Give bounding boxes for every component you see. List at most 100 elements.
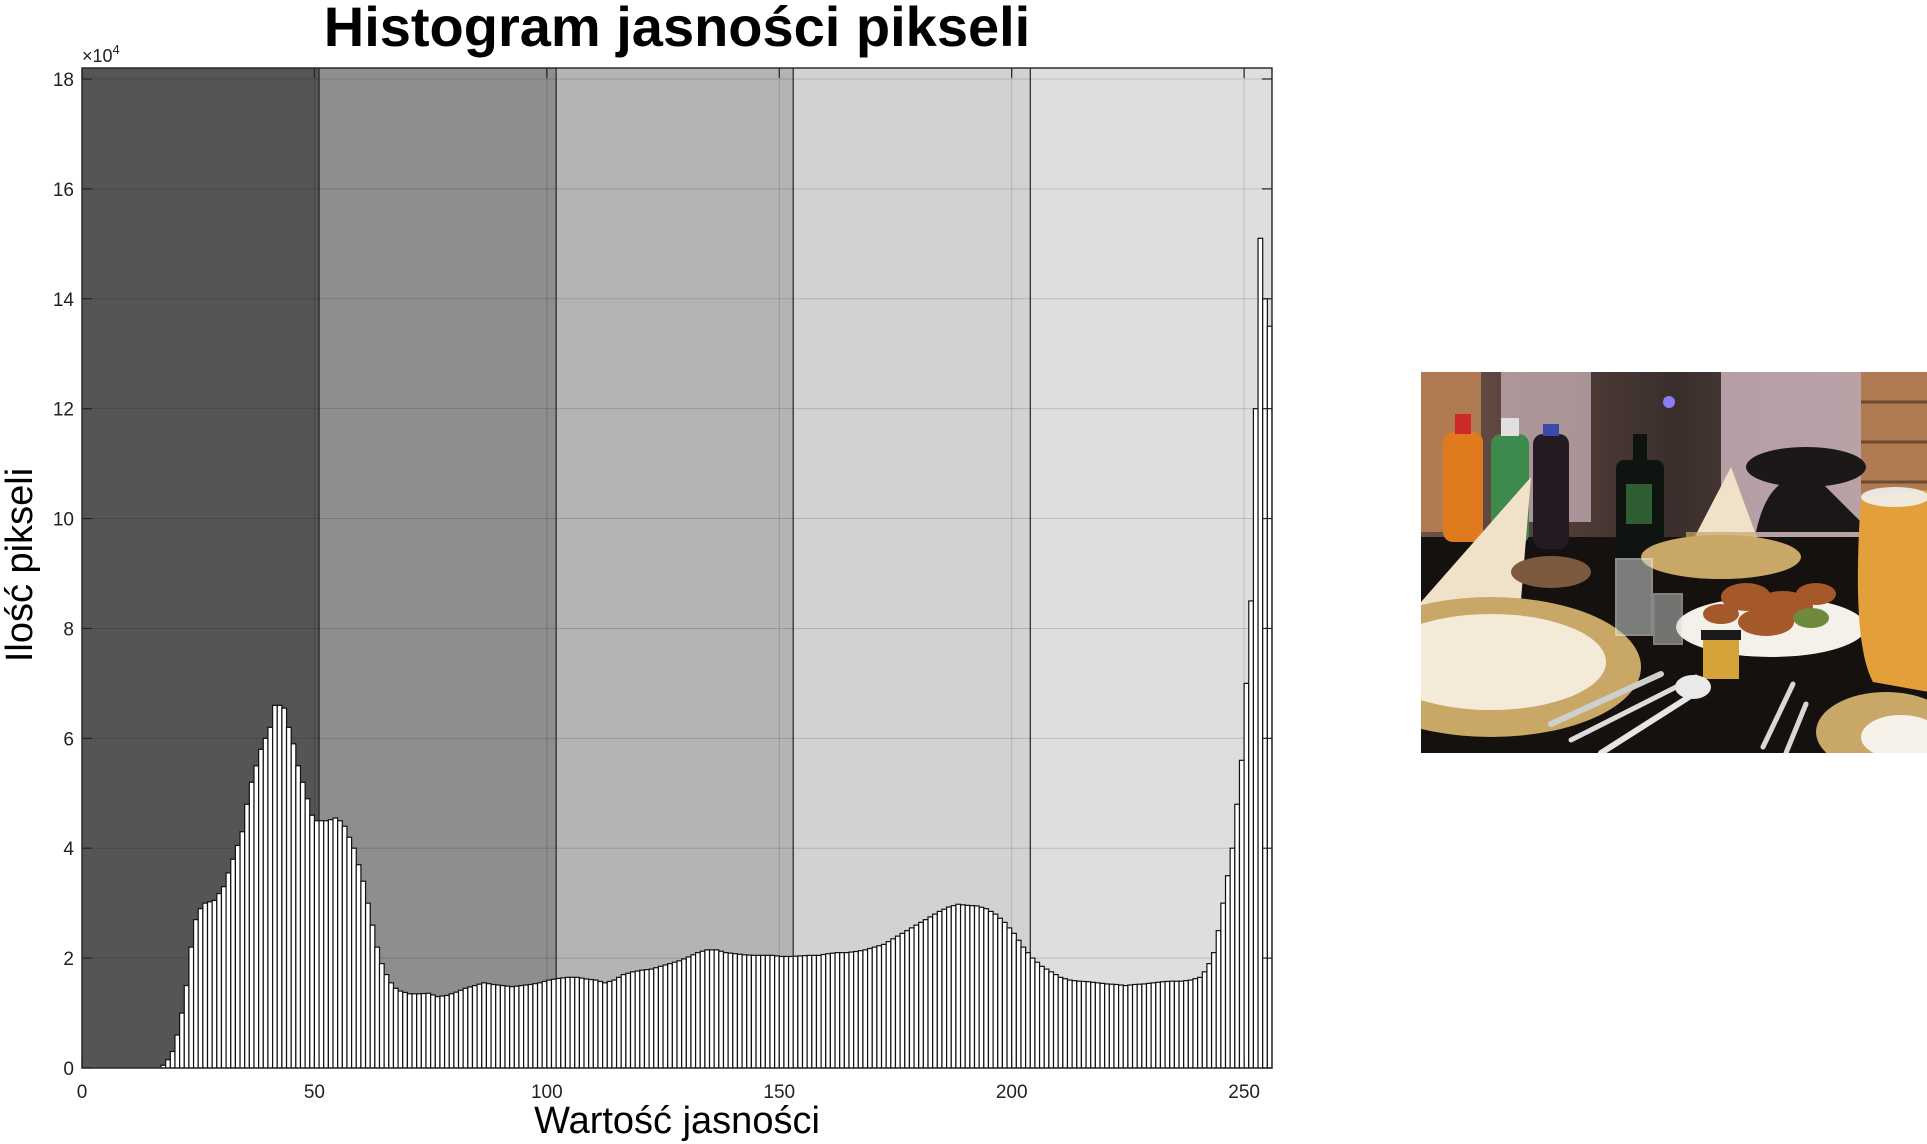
histogram-bar: [671, 961, 678, 1069]
histogram-bar: [569, 976, 576, 1069]
histogram-bar: [555, 977, 562, 1069]
histogram-bar: [834, 952, 841, 1069]
histogram-bar: [258, 748, 264, 1069]
histogram-bar: [1071, 980, 1078, 1069]
histogram-bar: [997, 917, 1003, 1069]
histogram-bar: [1192, 978, 1199, 1069]
histogram-bar: [1034, 961, 1041, 1069]
histogram-bar: [425, 992, 432, 1069]
histogram-bar: [987, 910, 994, 1069]
histogram-bar: [1080, 980, 1087, 1069]
histogram-bar: [304, 798, 311, 1069]
histogram-bar: [1234, 803, 1241, 1069]
histogram-bar: [634, 970, 641, 1069]
photo-cutlery: [1548, 671, 1809, 753]
histogram-bar: [792, 955, 799, 1069]
histogram-bar: [959, 904, 966, 1069]
histogram-bar: [1206, 963, 1213, 1069]
histogram-bar: [509, 986, 515, 1069]
histogram-bar: [239, 831, 246, 1069]
histogram-bar: [1043, 968, 1050, 1069]
histogram-bar: [513, 985, 520, 1069]
histogram-bar: [973, 905, 980, 1069]
histogram-bar: [848, 951, 855, 1069]
histogram-bar: [843, 952, 850, 1069]
histogram-bar: [574, 976, 580, 1069]
histogram-bar: [718, 950, 725, 1069]
histogram-bar: [1108, 983, 1115, 1069]
y-tick-label: 12: [53, 400, 74, 421]
histogram-bar: [681, 958, 687, 1069]
histogram-bar: [369, 924, 376, 1069]
histogram-bar: [532, 983, 539, 1069]
histogram-bar: [430, 994, 436, 1069]
y-axis-label: Ilość pikseli: [0, 468, 41, 662]
histogram-bar: [481, 982, 488, 1069]
histogram-bar: [1113, 983, 1120, 1069]
histogram-bar: [736, 953, 743, 1069]
histogram-bar: [402, 991, 408, 1069]
histogram-bar: [806, 954, 813, 1069]
histogram-bar: [648, 968, 655, 1069]
histogram-bar: [615, 976, 622, 1069]
background-band-2: [556, 68, 794, 1068]
histogram-bar: [704, 949, 711, 1069]
histogram-bar: [323, 820, 329, 1069]
histogram-bar: [578, 977, 585, 1069]
histogram-bar: [606, 980, 613, 1069]
histogram-bar: [983, 908, 990, 1069]
histogram-bar: [667, 963, 673, 1069]
histogram-bar: [592, 979, 599, 1069]
histogram-bar: [1057, 976, 1064, 1069]
histogram-bar: [527, 983, 534, 1069]
histogram-bar: [1118, 984, 1124, 1069]
histogram-bar: [234, 844, 241, 1069]
histogram-bar: [764, 954, 771, 1069]
histogram-bar: [708, 949, 715, 1069]
histogram-bar: [890, 938, 897, 1069]
y-tick-label: 6: [63, 729, 74, 750]
histogram-bar: [653, 967, 660, 1069]
histogram-bar: [1248, 600, 1255, 1069]
histogram-bar: [244, 803, 250, 1069]
histogram-bar: [416, 993, 422, 1069]
histogram-bar: [299, 781, 306, 1069]
histogram-bar: [267, 726, 274, 1069]
histogram-bar: [1011, 932, 1017, 1069]
histogram-bar: [220, 886, 227, 1069]
histogram-chart: Histogram jasności pikseli 0 50 100 150 200 2…: [0, 0, 1273, 1142]
histogram-bar: [1257, 237, 1264, 1069]
histogram-bar: [1145, 982, 1152, 1069]
histogram-bar: [216, 892, 223, 1069]
y-exponent-power: 4: [113, 42, 120, 57]
histogram-bar: [699, 950, 706, 1069]
y-tick-label: 4: [63, 839, 74, 860]
histogram-bar: [639, 969, 646, 1069]
histogram-bar: [1238, 759, 1245, 1069]
histogram-bar: [774, 955, 780, 1069]
histogram-bar: [1155, 981, 1162, 1069]
histogram-bar: [588, 978, 594, 1069]
histogram-bar: [523, 984, 529, 1069]
histogram-bar: [1006, 927, 1013, 1069]
histogram-bar: [355, 864, 362, 1069]
histogram-bar: [188, 946, 195, 1069]
histogram-bar: [913, 924, 920, 1069]
histogram-bar: [313, 820, 320, 1069]
histogram-bar: [690, 954, 697, 1069]
y-tick-label: 8: [63, 619, 74, 640]
histogram-bar: [541, 980, 548, 1069]
histogram-bar: [453, 991, 460, 1069]
histogram-bar: [1066, 979, 1073, 1069]
histogram-bar: [932, 913, 938, 1069]
histogram-bar: [801, 955, 808, 1069]
histogram-bar: [364, 902, 371, 1069]
histogram-bar: [360, 880, 367, 1069]
histogram-bar: [411, 993, 418, 1069]
histogram-bar: [1076, 980, 1083, 1069]
histogram-bar: [560, 977, 567, 1069]
histogram-bar: [955, 903, 962, 1069]
photo-food: [1511, 556, 1836, 636]
histogram-bar: [179, 1012, 185, 1069]
histogram-bar: [853, 950, 859, 1069]
